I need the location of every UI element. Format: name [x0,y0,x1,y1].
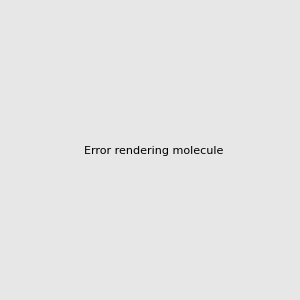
Text: Error rendering molecule: Error rendering molecule [84,146,224,157]
